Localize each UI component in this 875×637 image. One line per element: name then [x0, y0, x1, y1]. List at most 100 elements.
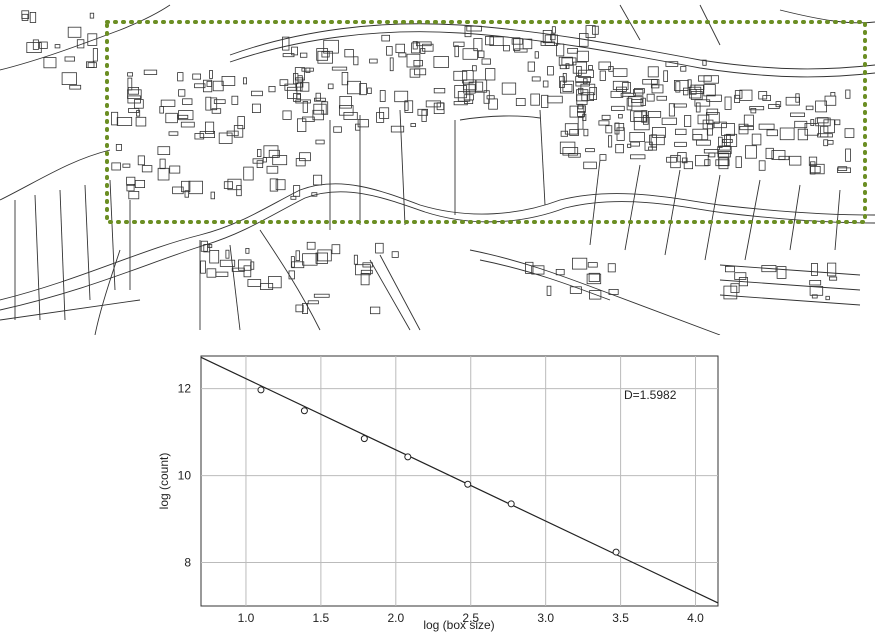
building-outline [462, 70, 474, 84]
building-outline [376, 112, 385, 123]
building-outline [534, 51, 539, 59]
building-outline [717, 151, 731, 158]
building-outline [194, 133, 205, 140]
data-points [257, 386, 620, 556]
building-outline [315, 92, 321, 101]
building-outline [293, 185, 301, 197]
building-outline [237, 116, 245, 130]
building-outline [466, 25, 482, 32]
building-outline [565, 63, 570, 70]
building-outline [501, 82, 517, 95]
building-outline [640, 97, 646, 106]
building-outline [302, 253, 318, 266]
building-outline [583, 78, 588, 85]
building-outline [262, 157, 267, 163]
building-outline [715, 159, 730, 167]
building-outline [511, 38, 523, 45]
y-tick-label: 10 [178, 469, 192, 483]
building-outline [723, 285, 738, 300]
building-outline [293, 93, 301, 102]
building-outline [825, 295, 830, 301]
building-outline [159, 158, 166, 170]
building-outline [845, 89, 851, 99]
building-outline [718, 136, 723, 148]
building-outline [844, 128, 855, 138]
building-outline [576, 50, 589, 62]
building-outline [344, 49, 354, 58]
building-outline [165, 112, 178, 124]
building-outline [26, 42, 42, 53]
building-outline [209, 70, 213, 79]
building-outline [398, 52, 407, 58]
building-outline [656, 95, 668, 101]
building-outline [481, 58, 491, 65]
building-outline [338, 105, 354, 116]
x-gridlines [245, 356, 697, 606]
building-outline [708, 152, 716, 158]
building-outline [766, 129, 779, 137]
building-outline [279, 79, 289, 86]
building-outline [453, 101, 468, 106]
building-outline [682, 157, 688, 164]
building-outline [87, 62, 97, 68]
building-outline [608, 288, 619, 295]
x-tick-label: 2.5 [462, 611, 479, 625]
building-outline [578, 69, 594, 78]
building-outline [616, 86, 627, 92]
building-outline [630, 110, 643, 122]
building-outline [503, 45, 510, 52]
building-outline [302, 101, 309, 113]
building-outline [353, 56, 359, 66]
building-outline [362, 262, 373, 268]
building-outline [391, 251, 399, 258]
building-outline [54, 44, 61, 49]
building-outline [555, 268, 565, 276]
data-point [300, 407, 308, 415]
building-outline [126, 183, 135, 192]
building-outline [615, 143, 624, 154]
building-outline [299, 52, 308, 58]
building-outline [212, 80, 224, 92]
building-outline [823, 139, 829, 147]
building-outline [734, 94, 740, 104]
building-outline [295, 304, 304, 313]
building-outline [683, 87, 689, 96]
building-outline [785, 96, 800, 106]
building-outline [718, 157, 729, 170]
building-outline [313, 293, 330, 298]
building-outline [395, 43, 405, 54]
building-outline [815, 117, 831, 127]
data-point [360, 435, 368, 443]
building-outline [251, 103, 261, 113]
building-outline [562, 147, 579, 156]
building-outline [634, 88, 645, 94]
building-outline [188, 180, 203, 195]
building-outline [468, 81, 484, 92]
building-outline [177, 72, 184, 82]
building-outline [256, 160, 264, 168]
building-outline [599, 154, 607, 161]
building-outline [717, 146, 732, 155]
building-outline [69, 84, 82, 90]
building-outline [829, 276, 838, 281]
building-outline [379, 107, 390, 119]
building-outline [157, 167, 170, 181]
data-point [464, 480, 472, 488]
building-outline [651, 79, 660, 89]
building-outline [588, 65, 593, 70]
building-outline [683, 161, 694, 170]
building-outline [275, 179, 286, 191]
building-outline [695, 154, 709, 167]
building-outline [389, 57, 394, 72]
building-outline [648, 111, 662, 118]
building-outline [287, 86, 298, 100]
building-outline [168, 131, 179, 136]
building-outline [126, 176, 136, 186]
building-outline [122, 163, 131, 168]
building-outline [317, 249, 332, 262]
building-outline [827, 139, 834, 145]
building-outline [598, 120, 610, 126]
building-outline [291, 261, 305, 269]
y-tick-label: 12 [178, 382, 192, 396]
building-outline [177, 114, 189, 119]
